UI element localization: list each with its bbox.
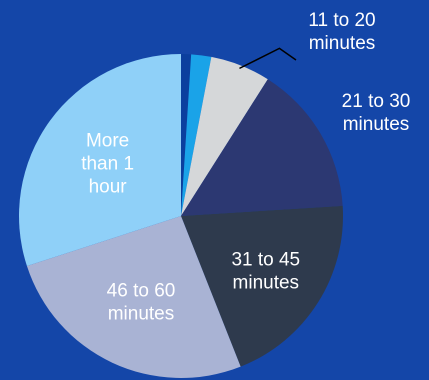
leader-line-2 bbox=[239, 47, 297, 70]
slice-label-2: 11 to 20 minutes bbox=[308, 10, 375, 54]
slice-label-line: 31 to 45 bbox=[231, 249, 300, 270]
slice-label-6: More than 1 hour bbox=[81, 131, 134, 198]
slice-label-line: hour bbox=[89, 177, 128, 198]
slice-label-line: minutes bbox=[309, 33, 376, 54]
slice-label-line: minutes bbox=[233, 272, 300, 293]
pie-slice-3 bbox=[181, 79, 343, 217]
pie-slice-2 bbox=[181, 56, 268, 217]
pie-slice-5 bbox=[26, 216, 241, 378]
slice-label-line: More bbox=[86, 131, 129, 152]
slice-label-line: minutes bbox=[343, 114, 410, 135]
slice-label-line: 11 to 20 bbox=[308, 10, 375, 31]
slice-label-3: 21 to 30 minutes bbox=[342, 91, 411, 135]
slice-label-5: 46 to 60 minutes bbox=[107, 281, 176, 325]
pie-slice-4 bbox=[181, 205, 343, 367]
pie-slice-6 bbox=[18, 54, 182, 267]
slice-label-line: than 1 bbox=[81, 154, 134, 175]
slice-label-4: 31 to 45 minutes bbox=[231, 249, 300, 293]
pie-slice-1 bbox=[181, 54, 212, 216]
slice-label-line: 46 to 60 bbox=[107, 281, 176, 302]
pie-slice-0 bbox=[181, 54, 192, 216]
slice-label-line: 21 to 30 bbox=[342, 91, 411, 112]
slice-label-line: minutes bbox=[108, 304, 175, 325]
